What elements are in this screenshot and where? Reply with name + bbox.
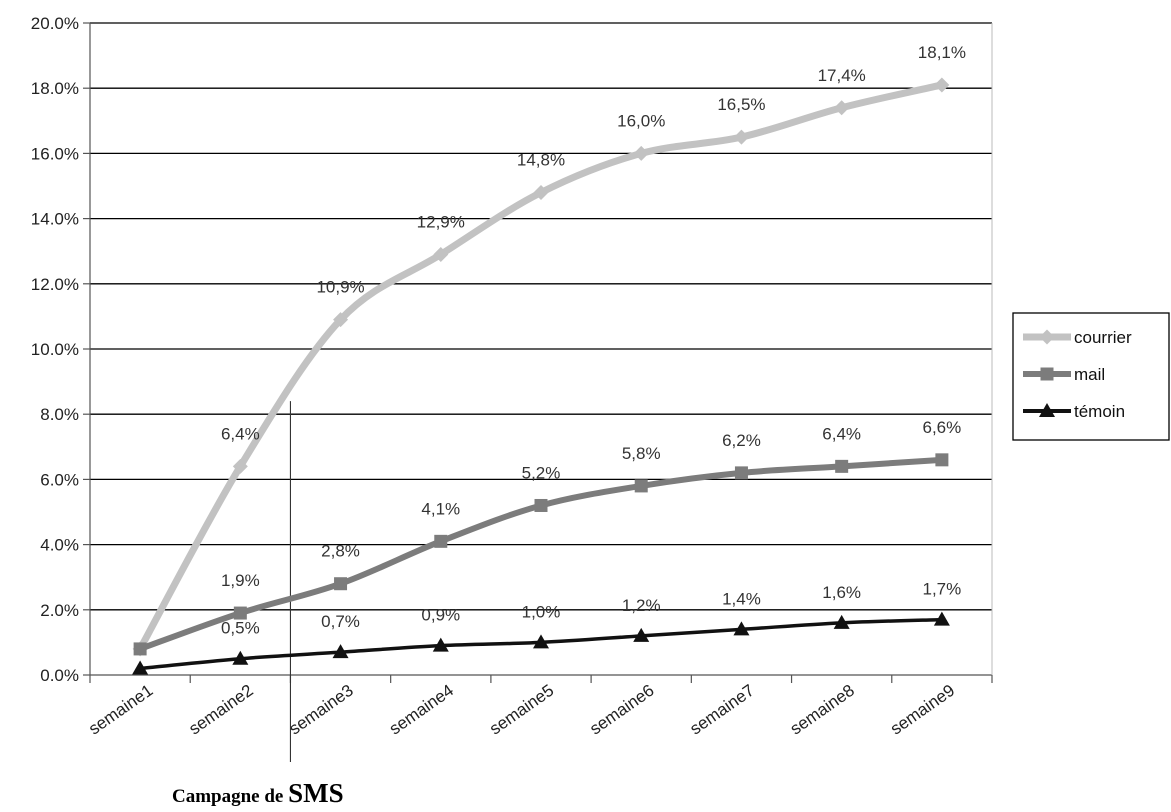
data-labels: 6,4% 10,9% 12,9% 14,8% 16,0% 16,5% 17,4% 18,1% 1… xyxy=(221,43,966,638)
data-label: 16,0% xyxy=(617,111,665,130)
series-group xyxy=(132,77,950,675)
x-tick-label: semaine5 xyxy=(486,681,557,739)
y-tick-label: 2.0% xyxy=(40,601,79,620)
legend-label-mail: mail xyxy=(1074,365,1105,384)
data-point xyxy=(133,642,147,656)
data-label: 1,2% xyxy=(622,596,661,615)
series-mail xyxy=(133,453,949,656)
data-label: 18,1% xyxy=(918,43,966,62)
data-label: 0,7% xyxy=(321,612,360,631)
x-tick-label: semaine1 xyxy=(85,681,156,739)
data-label: 1,6% xyxy=(822,583,861,602)
data-point xyxy=(733,129,749,145)
y-tick-label: 4.0% xyxy=(40,536,79,555)
data-label: 14,8% xyxy=(517,151,565,170)
data-label: 6,4% xyxy=(822,424,861,443)
data-point xyxy=(232,650,249,665)
data-label: 1,7% xyxy=(923,580,962,599)
data-label: 0,5% xyxy=(221,619,260,638)
legend: courrier mail témoin xyxy=(1012,312,1170,441)
y-tick-label: 16.0% xyxy=(31,144,79,163)
legend-item-mail: mail xyxy=(1023,365,1105,384)
x-tick-label: semaine3 xyxy=(286,681,357,739)
data-point xyxy=(334,577,348,591)
data-point xyxy=(132,660,149,675)
data-point xyxy=(332,644,349,659)
sms-campaign-label-prefix: Campagne de xyxy=(172,786,288,807)
data-point xyxy=(835,459,849,473)
data-point xyxy=(432,637,449,652)
series-temoin xyxy=(132,611,950,675)
data-point xyxy=(833,614,850,629)
annotation-group: Campagne de SMS xyxy=(172,401,344,808)
data-point xyxy=(1039,329,1055,345)
data-label: 12,9% xyxy=(417,212,465,231)
data-label: 5,2% xyxy=(522,463,561,482)
legend-item-temoin: témoin xyxy=(1023,402,1125,421)
data-label: 1,4% xyxy=(722,589,761,608)
data-label: 6,4% xyxy=(221,424,260,443)
legend-label-temoin: témoin xyxy=(1074,402,1125,421)
data-point xyxy=(434,534,448,548)
x-tick-label: semaine6 xyxy=(586,681,657,739)
y-tick-label: 6.0% xyxy=(40,470,79,489)
data-point xyxy=(634,479,648,493)
data-point xyxy=(533,634,549,649)
x-tick-label: semaine4 xyxy=(386,681,457,739)
x-tick-label: semaine9 xyxy=(887,681,958,739)
legend-label-courrier: courrier xyxy=(1074,328,1132,347)
data-label: 5,8% xyxy=(622,444,661,463)
data-label: 16,5% xyxy=(717,95,765,114)
legend-item-courrier: courrier xyxy=(1023,328,1132,347)
data-label: 6,6% xyxy=(923,418,962,437)
sms-campaign-label-emphasis: SMS xyxy=(288,778,344,807)
data-point xyxy=(733,621,750,636)
data-point xyxy=(734,466,748,480)
data-point xyxy=(933,611,950,626)
data-point xyxy=(834,100,850,116)
data-point xyxy=(433,246,449,262)
data-label: 6,2% xyxy=(722,431,761,450)
data-label: 17,4% xyxy=(818,66,866,85)
y-tick-label: 14.0% xyxy=(31,210,79,229)
data-point xyxy=(233,606,247,620)
data-label: 1,9% xyxy=(221,571,260,590)
x-tick-label: semaine2 xyxy=(185,681,256,739)
data-label: 4,1% xyxy=(421,499,460,518)
data-point xyxy=(633,145,649,161)
data-point xyxy=(934,77,950,93)
data-point xyxy=(633,627,650,642)
y-tick-label: 18.0% xyxy=(31,79,79,98)
y-tick-label: 0.0% xyxy=(40,666,79,685)
y-tick-label: 10.0% xyxy=(31,340,79,359)
series-line-courrier xyxy=(136,81,946,653)
data-label: 2,8% xyxy=(321,542,360,561)
data-label: 0,9% xyxy=(421,606,460,625)
data-label: 10,9% xyxy=(316,278,364,297)
data-point xyxy=(1039,403,1055,417)
series-courrier xyxy=(132,77,950,657)
y-tick-label: 8.0% xyxy=(40,405,79,424)
data-point xyxy=(333,312,349,328)
sms-campaign-label: Campagne de SMS xyxy=(172,778,344,807)
gridlines xyxy=(90,22,992,675)
data-point xyxy=(1040,367,1054,381)
x-tick-label: semaine8 xyxy=(787,681,858,739)
data-label: 1,0% xyxy=(522,602,561,621)
y-tick-label: 12.0% xyxy=(31,275,79,294)
data-point xyxy=(935,453,949,467)
data-point xyxy=(533,185,549,201)
y-tick-label: 20.0% xyxy=(31,14,79,33)
x-tick-label: semaine7 xyxy=(686,681,757,739)
data-point xyxy=(232,458,248,474)
data-point xyxy=(534,498,548,512)
